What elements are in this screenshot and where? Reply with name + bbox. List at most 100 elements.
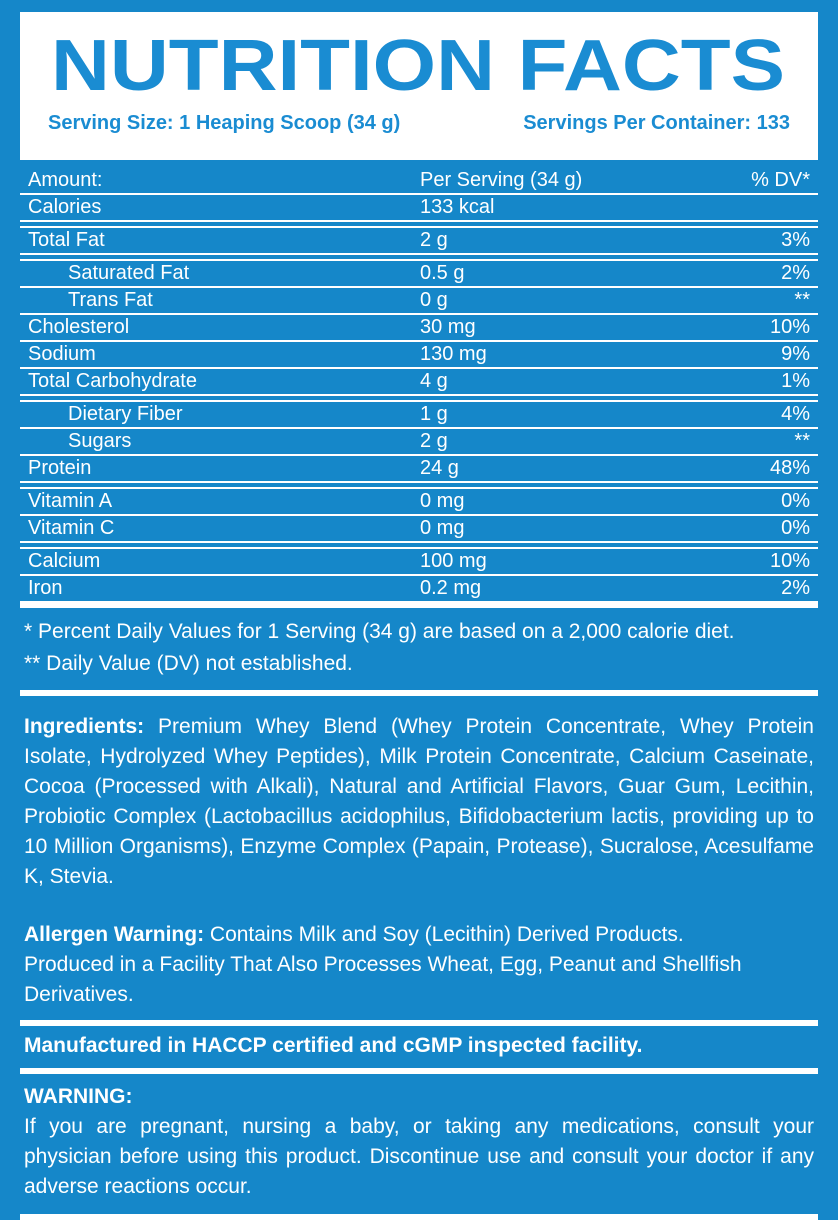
row-amount: 24 g [420, 457, 459, 479]
table-row: Total Fat 2 g 3% [20, 228, 818, 253]
column-header-per-serving: Per Serving (34 g) [420, 169, 583, 191]
row-amount: 0 mg [420, 490, 465, 512]
row-label: Vitamin C [28, 517, 115, 539]
ingredients-section: Ingredients: Premium Whey Blend (Whey Pr… [20, 712, 818, 892]
row-amount: 133 kcal [420, 196, 495, 218]
footnote-daily-values: * Percent Daily Values for 1 Serving (34… [24, 620, 735, 643]
warning-section: WARNING: If you are pregnant, nursing a … [20, 1074, 818, 1214]
table-row: Trans Fat 0 g ** [20, 288, 818, 313]
row-amount: 0 g [420, 289, 448, 311]
allergen-label: Allergen Warning: [24, 923, 205, 946]
table-row: Vitamin C 0 mg 0% [20, 516, 818, 541]
row-separator [20, 481, 818, 489]
row-separator [20, 454, 818, 456]
table-row: Iron 0.2 mg 2% [20, 576, 818, 601]
row-label: Cholesterol [28, 316, 130, 338]
row-separator [20, 286, 818, 288]
warning-label: WARNING: [24, 1085, 133, 1108]
row-separator [20, 541, 818, 549]
table-row: Total Carbohydrate 4 g 1% [20, 369, 818, 394]
table-row: Sugars 2 g ** [20, 429, 818, 454]
row-dv: 9% [781, 343, 810, 365]
row-amount: 0 mg [420, 517, 465, 539]
row-dv: 4% [781, 403, 810, 425]
footnote-dv-not-established: ** Daily Value (DV) not established. [24, 652, 353, 675]
footnotes: * Percent Daily Values for 1 Serving (34… [20, 608, 818, 690]
row-label: Vitamin A [28, 490, 113, 512]
manufactured-statement: Manufactured in HACCP certified and cGMP… [24, 1034, 643, 1057]
row-dv: 0% [781, 517, 810, 539]
row-separator [20, 574, 818, 576]
row-amount: 2 g [420, 430, 448, 452]
row-separator [20, 394, 818, 402]
ingredients-text: Premium Whey Blend (Whey Protein Concent… [24, 715, 814, 888]
section-divider [20, 690, 818, 696]
row-label: Sugars [68, 430, 132, 452]
header-panel: NUTRITION FACTS Serving Size: 1 Heaping … [20, 12, 818, 160]
row-dv: 2% [781, 577, 810, 599]
column-header-amount: Amount: [28, 169, 103, 191]
row-amount: 0.5 g [420, 262, 465, 284]
serving-row: Serving Size: 1 Heaping Scoop (34 g) Ser… [48, 112, 790, 135]
serving-size-text: Serving Size: 1 Heaping Scoop (34 g) [48, 112, 401, 134]
section-divider [20, 1214, 818, 1220]
row-separator [20, 340, 818, 342]
allergen-section: Allergen Warning: Contains Milk and Soy … [20, 920, 818, 1010]
table-row: Calcium 100 mg 10% [20, 549, 818, 574]
row-dv: 2% [781, 262, 810, 284]
row-dv: 10% [769, 316, 810, 338]
row-dv: ** [794, 430, 810, 452]
row-label: Calcium [28, 550, 101, 572]
row-dv: ** [794, 289, 810, 311]
warning-text: If you are pregnant, nursing a baby, or … [24, 1115, 814, 1198]
row-label: Dietary Fiber [68, 403, 183, 425]
row-amount: 130 mg [420, 343, 487, 365]
allergen-contains-text: Contains Milk and Soy (Lecithin) Derived… [204, 923, 684, 946]
row-dv: 0% [781, 490, 810, 512]
nutrition-table: Amount: Per Serving (34 g) % DV* Calorie… [20, 168, 818, 608]
row-dv: 48% [769, 457, 810, 479]
title-wrap: NUTRITION FACTS [48, 26, 790, 104]
ingredients-label: Ingredients: [24, 715, 145, 738]
table-rows: Calories 133 kcal Total Fat 2 g 3% Saturated … [20, 195, 818, 608]
table-row: Protein 24 g 48% [20, 456, 818, 481]
table-row: Calories 133 kcal [20, 195, 818, 220]
row-label: Total Carbohydrate [28, 370, 197, 392]
table-row: Saturated Fat 0.5 g 2% [20, 261, 818, 286]
row-separator [20, 427, 818, 429]
table-row: Sodium 130 mg 9% [20, 342, 818, 367]
servings-per-container-text: Servings Per Container: 133 [523, 112, 790, 134]
row-separator [20, 367, 818, 369]
table-row: Cholesterol 30 mg 10% [20, 315, 818, 340]
row-label: Sodium [28, 343, 96, 365]
row-label: Saturated Fat [68, 262, 190, 284]
row-separator [20, 253, 818, 261]
page-title: NUTRITION FACTS [51, 26, 785, 104]
row-separator [20, 220, 818, 228]
row-dv: 1% [781, 370, 810, 392]
title-svg: NUTRITION FACTS [51, 26, 785, 104]
allergen-line2: Produced in a Facility That Also Process… [24, 953, 742, 1006]
row-label: Trans Fat [68, 289, 153, 311]
header-separator [20, 193, 818, 195]
section-divider [20, 1068, 818, 1074]
row-amount: 100 mg [420, 550, 487, 572]
row-separator [20, 313, 818, 315]
row-amount: 30 mg [420, 316, 476, 338]
row-label: Iron [28, 577, 63, 599]
row-label: Total Fat [28, 229, 105, 251]
row-label: Protein [28, 457, 92, 479]
row-separator [20, 514, 818, 516]
allergen-line1: Allergen Warning: Contains Milk and Soy … [24, 920, 814, 950]
column-header-dv: % DV* [751, 169, 810, 191]
row-amount: 0.2 mg [420, 577, 482, 599]
section-divider [20, 1020, 818, 1026]
row-dv: 3% [781, 229, 810, 251]
row-separator [20, 601, 818, 608]
row-label: Calories [28, 196, 102, 218]
table-row: Dietary Fiber 1 g 4% [20, 402, 818, 427]
table-row: Vitamin A 0 mg 0% [20, 489, 818, 514]
row-dv: 10% [769, 550, 810, 572]
row-amount: 2 g [420, 229, 448, 251]
